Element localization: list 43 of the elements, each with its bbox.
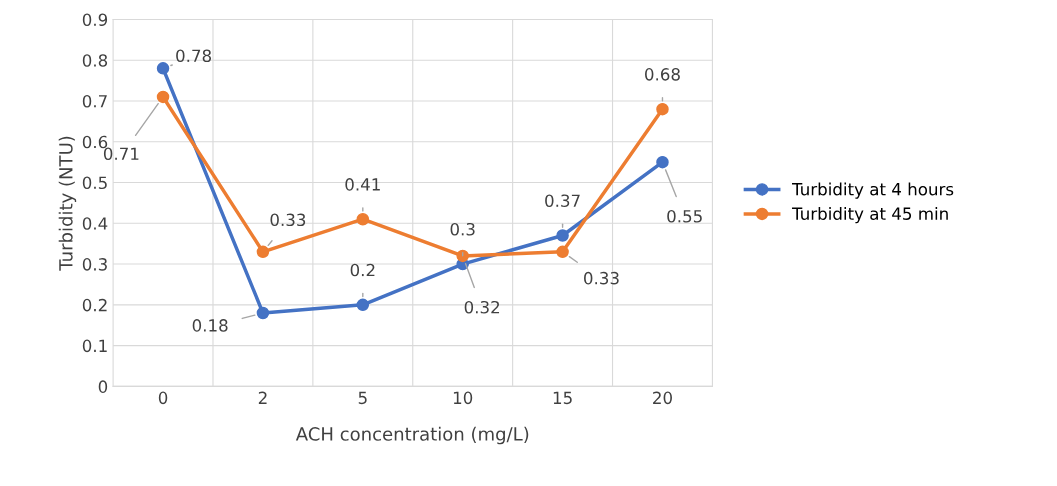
legend-label: Turbidity at 4 hours [792, 182, 954, 199]
data-label: 0.55 [667, 209, 702, 223]
x-tick-label: 10 [453, 391, 473, 405]
point [356, 298, 370, 312]
y-axis-title: Turbidity (NTU) [58, 136, 77, 271]
x-tick-label: 0 [158, 391, 168, 405]
data-label: 0.71 [103, 147, 139, 161]
point [156, 90, 170, 104]
y-tick-label: 0.3 [82, 258, 107, 271]
data-label: 0.33 [270, 213, 306, 227]
legend-label: Turbidity at 45 min [792, 207, 948, 224]
x-tick-label: 15 [553, 391, 572, 405]
point [656, 155, 669, 169]
point [556, 229, 569, 242]
y-tick-label: 0.8 [82, 54, 108, 67]
x-tick-label: 5 [358, 391, 367, 405]
data-label: 0.37 [545, 194, 580, 208]
data-label: 0.3 [450, 222, 475, 236]
point [156, 62, 170, 75]
y-tick-label: 0.7 [82, 94, 107, 108]
data-label: 0.18 [192, 319, 228, 332]
point [256, 245, 270, 259]
y-tick-label: 0 [98, 380, 108, 393]
data-label: 0.33 [584, 271, 619, 285]
data-label: 0.41 [345, 178, 380, 191]
point [656, 102, 669, 116]
data-label: 0.2 [350, 263, 375, 277]
y-tick-label: 0.1 [82, 339, 107, 353]
data-label: 0.32 [464, 300, 500, 314]
x-tick-label: 20 [653, 391, 672, 405]
x-axis-title: ACH concentration (mg/L) [295, 426, 529, 445]
x-tick-label: 2 [258, 391, 267, 404]
point [456, 249, 469, 263]
y-tick-label: 0.6 [82, 135, 108, 149]
y-tick-label: 0.5 [82, 176, 107, 190]
point [556, 245, 569, 259]
data-label: 0.68 [645, 68, 680, 81]
data-label: 0.78 [176, 49, 212, 63]
point [256, 306, 270, 320]
point [356, 212, 370, 226]
y-tick-label: 0.2 [82, 298, 107, 312]
y-tick-label: 0.9 [82, 13, 108, 27]
y-tick-label: 0.4 [82, 217, 108, 230]
